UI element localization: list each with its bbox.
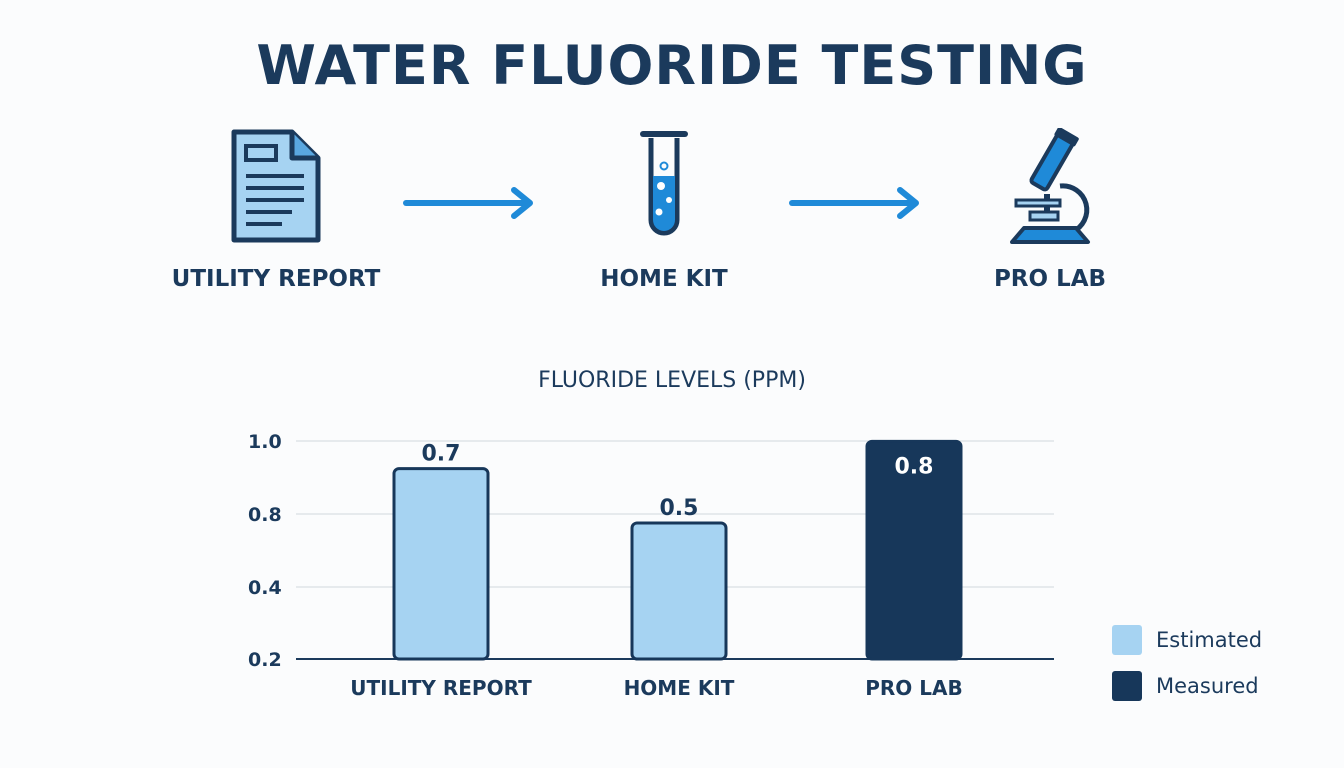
x-tick-label: UTILITY REPORT [350,676,532,700]
arrow-right-icon [789,187,919,219]
y-tick-label: 0.2 [248,649,282,671]
data-label: 0.5 [660,496,699,521]
x-tick-label: PRO LAB [865,676,963,700]
legend-label: Measured [1156,674,1259,698]
document-icon [231,129,321,243]
arrow-right-icon [403,187,533,219]
bar-utility-report [392,467,490,661]
legend-swatch-estimated [1112,625,1142,655]
page-title: WATER FLUORIDE TESTING [256,34,1088,97]
legend-label: Estimated [1156,628,1263,652]
microscope-icon [1010,128,1090,244]
y-tick-label: 0.4 [248,577,282,599]
y-tick-label: 0.8 [248,504,282,526]
step-label: HOME KIT [600,266,728,292]
data-label: 0.8 [895,454,934,479]
step-label: PRO LAB [993,266,1107,292]
step-home-kit: HOME KIT [534,128,794,292]
step-utility-report: UTILITY REPORT [146,128,406,292]
chart-title: FLUORIDE LEVELS (PPM) [538,368,806,393]
test-tube-icon [640,131,688,236]
legend-item-measured: Measured [1112,671,1262,701]
legend-swatch-measured [1112,671,1142,701]
data-label: 0.7 [422,442,461,467]
step-pro-lab: PRO LAB [920,128,1180,292]
step-label: UTILITY REPORT [171,266,381,292]
chart-legend: Estimated Measured [1112,625,1262,717]
bar-pro-lab [865,439,963,661]
y-tick-label: 1.0 [248,431,282,453]
bar-home-kit [630,521,728,661]
x-tick-label: HOME KIT [624,676,735,700]
legend-item-estimated: Estimated [1112,625,1262,655]
